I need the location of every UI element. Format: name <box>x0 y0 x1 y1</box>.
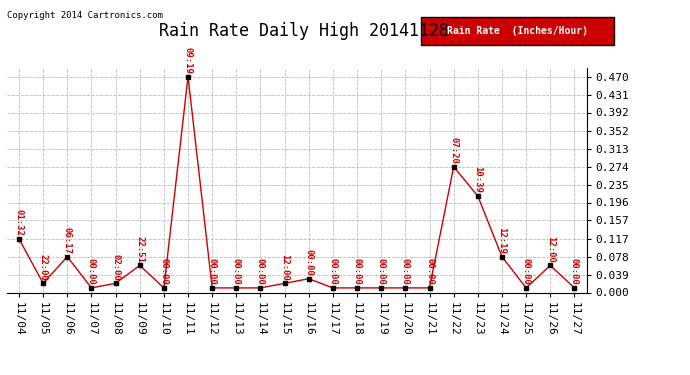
Text: 00:00: 00:00 <box>304 249 313 276</box>
Text: 00:00: 00:00 <box>256 258 265 285</box>
Text: Rain Rate  (Inches/Hour): Rain Rate (Inches/Hour) <box>447 26 588 36</box>
Text: 00:00: 00:00 <box>353 258 362 285</box>
Text: Rain Rate Daily High 20141128: Rain Rate Daily High 20141128 <box>159 22 448 40</box>
Text: 12:00: 12:00 <box>280 254 289 280</box>
Text: Copyright 2014 Cartronics.com: Copyright 2014 Cartronics.com <box>7 11 163 20</box>
Text: 00:00: 00:00 <box>425 258 434 285</box>
Text: 07:20: 07:20 <box>449 137 458 164</box>
Text: 12:00: 12:00 <box>546 236 555 262</box>
Text: 06:17: 06:17 <box>63 227 72 254</box>
Text: 22:00: 22:00 <box>39 254 48 280</box>
Text: 00:00: 00:00 <box>87 258 96 285</box>
Text: 12:19: 12:19 <box>497 227 506 254</box>
Text: 10:39: 10:39 <box>473 166 482 193</box>
Text: 00:00: 00:00 <box>522 258 531 285</box>
Text: 00:00: 00:00 <box>328 258 337 285</box>
Text: 09:19: 09:19 <box>184 47 193 74</box>
Text: 01:32: 01:32 <box>14 209 23 236</box>
Text: 00:00: 00:00 <box>232 258 241 285</box>
Text: 00:00: 00:00 <box>570 258 579 285</box>
Text: 02:00: 02:00 <box>111 254 120 280</box>
Text: 00:00: 00:00 <box>377 258 386 285</box>
Text: 22:51: 22:51 <box>135 236 144 262</box>
Text: 00:00: 00:00 <box>208 258 217 285</box>
Text: 00:00: 00:00 <box>401 258 410 285</box>
Text: 00:00: 00:00 <box>159 258 168 285</box>
